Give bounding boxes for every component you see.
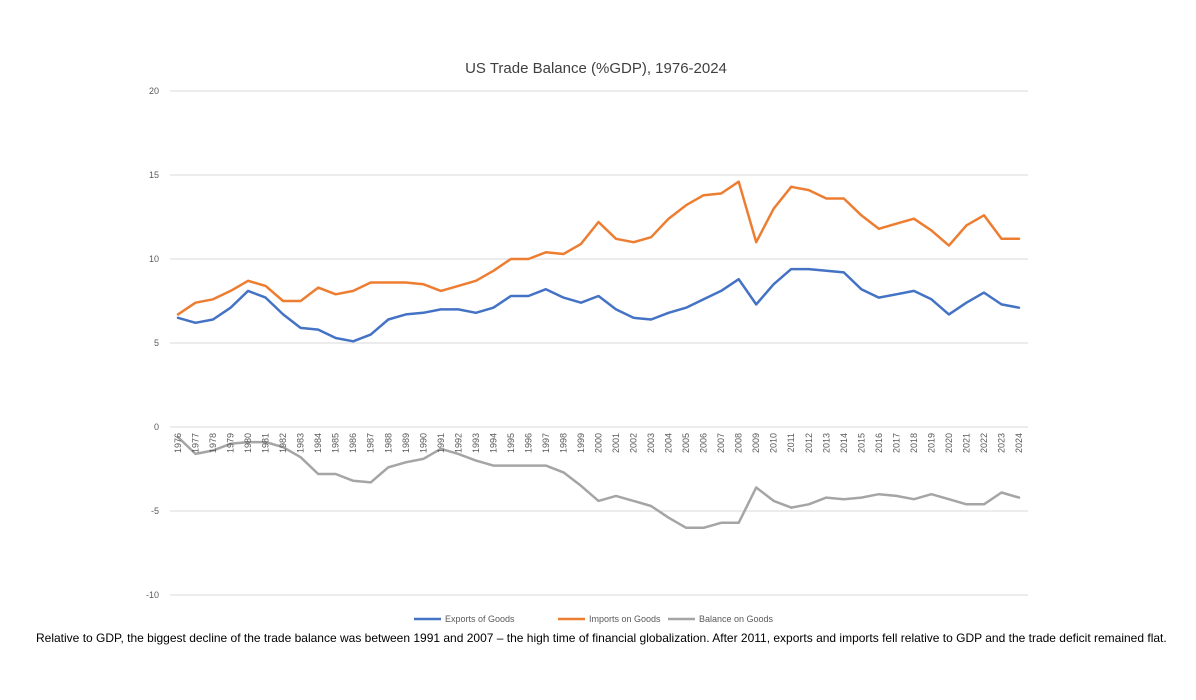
x-tick-label: 2013 xyxy=(821,433,831,453)
legend-label-2: Balance on Goods xyxy=(699,614,774,624)
chart-title: US Trade Balance (%GDP), 1976-2024 xyxy=(465,60,727,77)
x-tick-label: 1987 xyxy=(366,433,376,453)
series-line-1 xyxy=(176,180,1021,316)
x-tick-label: 1991 xyxy=(436,433,446,453)
x-tick-label: 2023 xyxy=(996,433,1006,453)
series-line-0 xyxy=(176,267,1021,343)
y-tick-label: 5 xyxy=(154,338,159,348)
x-tick-label: 2007 xyxy=(716,433,726,453)
x-tick-label: 1988 xyxy=(383,433,393,453)
gridlines xyxy=(170,90,1028,596)
x-tick-label: 2008 xyxy=(734,433,744,453)
series-line-2 xyxy=(176,435,1021,530)
x-tick-label: 2012 xyxy=(804,433,814,453)
x-tick-label: 1999 xyxy=(576,433,586,453)
x-tick-label: 1985 xyxy=(331,433,341,453)
x-tick-label: 1995 xyxy=(506,433,516,453)
legend: Exports of Goods Imports on Goods Balance … xyxy=(414,614,774,624)
x-tick-label: 1990 xyxy=(418,433,428,453)
x-tick-label: 1994 xyxy=(488,433,498,453)
x-tick-label: 1977 xyxy=(191,433,201,453)
figure-caption: Relative to GDP, the biggest decline of … xyxy=(36,631,1167,645)
x-tick-label: 2011 xyxy=(786,433,796,452)
y-tick-label: 10 xyxy=(149,254,159,264)
x-tick-label: 2015 xyxy=(856,433,866,453)
x-tick-label: 2018 xyxy=(909,433,919,453)
x-tick-label: 1997 xyxy=(541,433,551,453)
x-tick-label: 2009 xyxy=(751,433,761,453)
x-tick-label: 1981 xyxy=(261,433,271,453)
x-tick-label: 2020 xyxy=(944,433,954,453)
series-lines xyxy=(176,180,1021,530)
y-tick-label: 15 xyxy=(149,170,159,180)
y-tick-label: 20 xyxy=(149,86,159,96)
x-tick-label: 2001 xyxy=(611,433,621,453)
x-tick-label: 1996 xyxy=(523,433,533,453)
x-tick-label: 2022 xyxy=(979,433,989,453)
x-tick-label: 1980 xyxy=(243,433,253,453)
x-tick-label: 1992 xyxy=(453,433,463,453)
x-tick-label: 1976 xyxy=(173,433,183,453)
x-tick-label: 1989 xyxy=(401,433,411,453)
y-axis-tick-labels: -10 -5 0 5 10 15 20 xyxy=(146,86,159,600)
x-tick-label: 1983 xyxy=(296,433,306,453)
x-tick-label: 2014 xyxy=(839,433,849,453)
y-tick-label: -5 xyxy=(151,506,159,516)
x-tick-label: 1978 xyxy=(208,433,218,453)
x-tick-label: 1986 xyxy=(348,433,358,453)
x-tick-label: 1979 xyxy=(226,433,236,453)
x-tick-label: 2002 xyxy=(629,433,639,453)
x-tick-label: 2003 xyxy=(646,433,656,453)
x-tick-label: 2024 xyxy=(1014,433,1024,453)
line-chart: US Trade Balance (%GDP), 1976-2024 -10 -5… xyxy=(146,60,1028,624)
x-tick-label: 2004 xyxy=(664,433,674,453)
x-tick-label: 2005 xyxy=(681,433,691,453)
x-tick-label: 2000 xyxy=(594,433,604,453)
x-tick-label: 2010 xyxy=(769,433,779,453)
legend-label-0: Exports of Goods xyxy=(445,614,515,624)
x-tick-label: 1998 xyxy=(558,433,568,453)
x-tick-label: 1993 xyxy=(471,433,481,453)
y-tick-label: 0 xyxy=(154,422,159,432)
x-tick-label: 1984 xyxy=(313,433,323,453)
x-tick-label: 2019 xyxy=(926,433,936,453)
x-axis-tick-labels: 1976 1977 1978 1979 1980 1981 1982 1983 1984 1985… xyxy=(173,433,1024,453)
x-tick-label: 1982 xyxy=(278,433,288,453)
x-tick-label: 2006 xyxy=(699,433,709,453)
y-tick-label: -10 xyxy=(146,590,159,600)
x-tick-label: 2016 xyxy=(874,433,884,453)
x-tick-label: 2017 xyxy=(891,433,901,453)
legend-label-1: Imports on Goods xyxy=(589,614,661,624)
x-tick-label: 2021 xyxy=(961,433,971,453)
